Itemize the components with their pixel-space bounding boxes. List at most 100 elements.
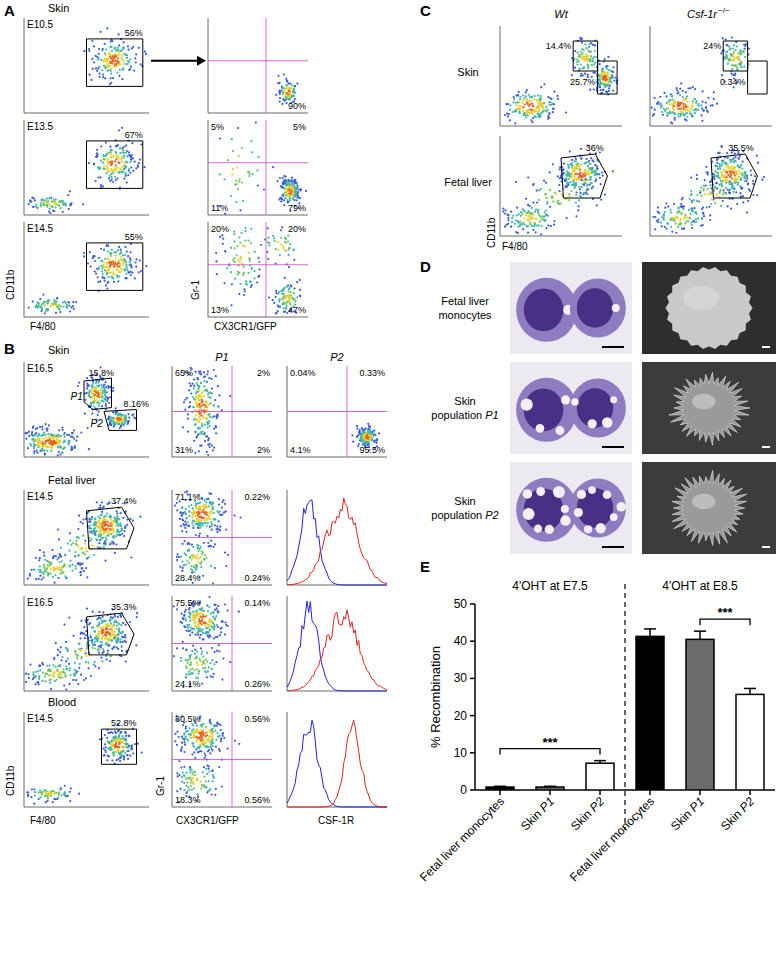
event-dot	[74, 446, 76, 448]
quadrant-value: 79%	[288, 203, 306, 213]
event-dot	[285, 78, 287, 80]
quadrant-value: 65%	[175, 368, 193, 378]
event-dot	[294, 181, 296, 183]
event-dot	[41, 426, 43, 428]
event-dot	[122, 69, 124, 71]
event-dot	[280, 229, 282, 231]
event-dot	[106, 27, 108, 29]
event-dot	[287, 180, 289, 182]
event-dot	[239, 257, 241, 259]
event-dot	[296, 199, 298, 201]
event-dot	[122, 254, 124, 256]
event-dot	[120, 252, 122, 254]
event-dot	[28, 435, 30, 437]
event-dot	[43, 434, 45, 436]
event-dot	[237, 127, 239, 129]
event-dot	[213, 405, 215, 407]
event-dot	[41, 428, 43, 430]
event-dot	[118, 75, 120, 77]
event-dot	[28, 203, 30, 205]
event-dot	[250, 286, 252, 288]
event-dot	[101, 267, 103, 269]
event-dot	[122, 147, 124, 149]
event-dot	[247, 171, 249, 173]
event-dot	[254, 251, 256, 253]
event-dot	[103, 397, 105, 399]
event-dot	[92, 68, 94, 70]
event-dot	[282, 93, 284, 95]
event-dot	[279, 93, 281, 95]
event-dot	[215, 375, 217, 377]
event-dot	[58, 451, 60, 453]
event-dot	[277, 293, 279, 295]
event-dot	[55, 303, 57, 305]
event-dot	[231, 138, 233, 140]
event-dot	[112, 156, 114, 158]
event-dot	[285, 296, 287, 298]
event-dot	[293, 199, 295, 201]
event-dot	[130, 166, 132, 168]
event-dot	[35, 428, 37, 430]
event-dot	[43, 302, 45, 304]
event-dot	[193, 440, 195, 442]
event-dot	[129, 58, 131, 60]
event-dot	[134, 277, 136, 279]
event-dot	[254, 270, 256, 272]
event-dot	[44, 453, 46, 455]
event-dot	[277, 249, 279, 251]
event-dot	[115, 179, 117, 181]
event-dot	[42, 442, 44, 444]
event-dot	[285, 96, 287, 98]
event-dot	[130, 274, 132, 276]
event-dot	[45, 428, 47, 430]
event-dot	[284, 237, 286, 239]
event-dot	[140, 270, 142, 272]
event-dot	[280, 243, 282, 245]
event-dot	[279, 306, 281, 308]
event-dot	[296, 184, 298, 186]
event-dot	[100, 248, 102, 250]
event-dot	[110, 173, 112, 175]
event-dot	[194, 371, 196, 373]
event-dot	[294, 98, 296, 100]
event-dot	[206, 381, 208, 383]
event-dot	[257, 185, 259, 187]
event-dot	[236, 167, 238, 169]
event-dot	[35, 205, 37, 207]
event-dot	[98, 411, 100, 413]
event-dot	[68, 440, 70, 442]
event-dot	[109, 422, 111, 424]
event-dot	[222, 243, 224, 245]
event-dot	[283, 307, 285, 309]
event-dot	[286, 286, 288, 288]
event-dot	[197, 406, 199, 408]
event-dot	[289, 82, 291, 84]
event-dot	[103, 385, 105, 387]
event-dot	[110, 70, 112, 72]
event-dot	[208, 377, 210, 379]
event-dot	[68, 434, 70, 436]
event-dot	[121, 421, 123, 423]
event-dot	[256, 281, 258, 283]
event-dot	[70, 449, 72, 451]
gate-name: P2	[91, 418, 104, 429]
event-dot	[33, 450, 35, 452]
event-dot	[286, 199, 288, 201]
event-dot	[289, 88, 291, 90]
event-dot	[125, 175, 127, 177]
event-dot	[112, 411, 114, 413]
event-dot	[289, 243, 291, 245]
event-dot	[104, 43, 106, 45]
event-dot	[206, 373, 208, 375]
event-dot	[272, 166, 274, 168]
event-dot	[109, 153, 111, 155]
event-dot	[62, 305, 64, 307]
event-dot	[289, 193, 291, 195]
event-dot	[288, 294, 290, 296]
event-dot	[124, 246, 126, 248]
event-dot	[117, 167, 119, 169]
event-dot	[277, 75, 279, 77]
quadrant-value: 20%	[288, 224, 306, 234]
event-dot	[119, 271, 121, 273]
event-dot	[240, 232, 242, 234]
